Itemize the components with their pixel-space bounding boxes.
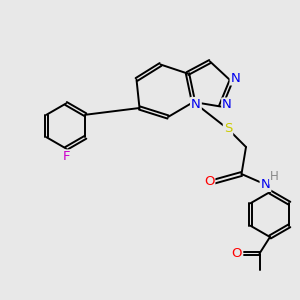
- Text: N: N: [222, 98, 232, 112]
- Text: N: N: [261, 178, 270, 191]
- Text: O: O: [204, 175, 214, 188]
- Text: N: N: [231, 71, 240, 85]
- Text: N: N: [191, 98, 201, 111]
- Text: O: O: [232, 247, 242, 260]
- Text: H: H: [270, 170, 279, 184]
- Text: S: S: [224, 122, 232, 136]
- Text: F: F: [62, 150, 70, 164]
